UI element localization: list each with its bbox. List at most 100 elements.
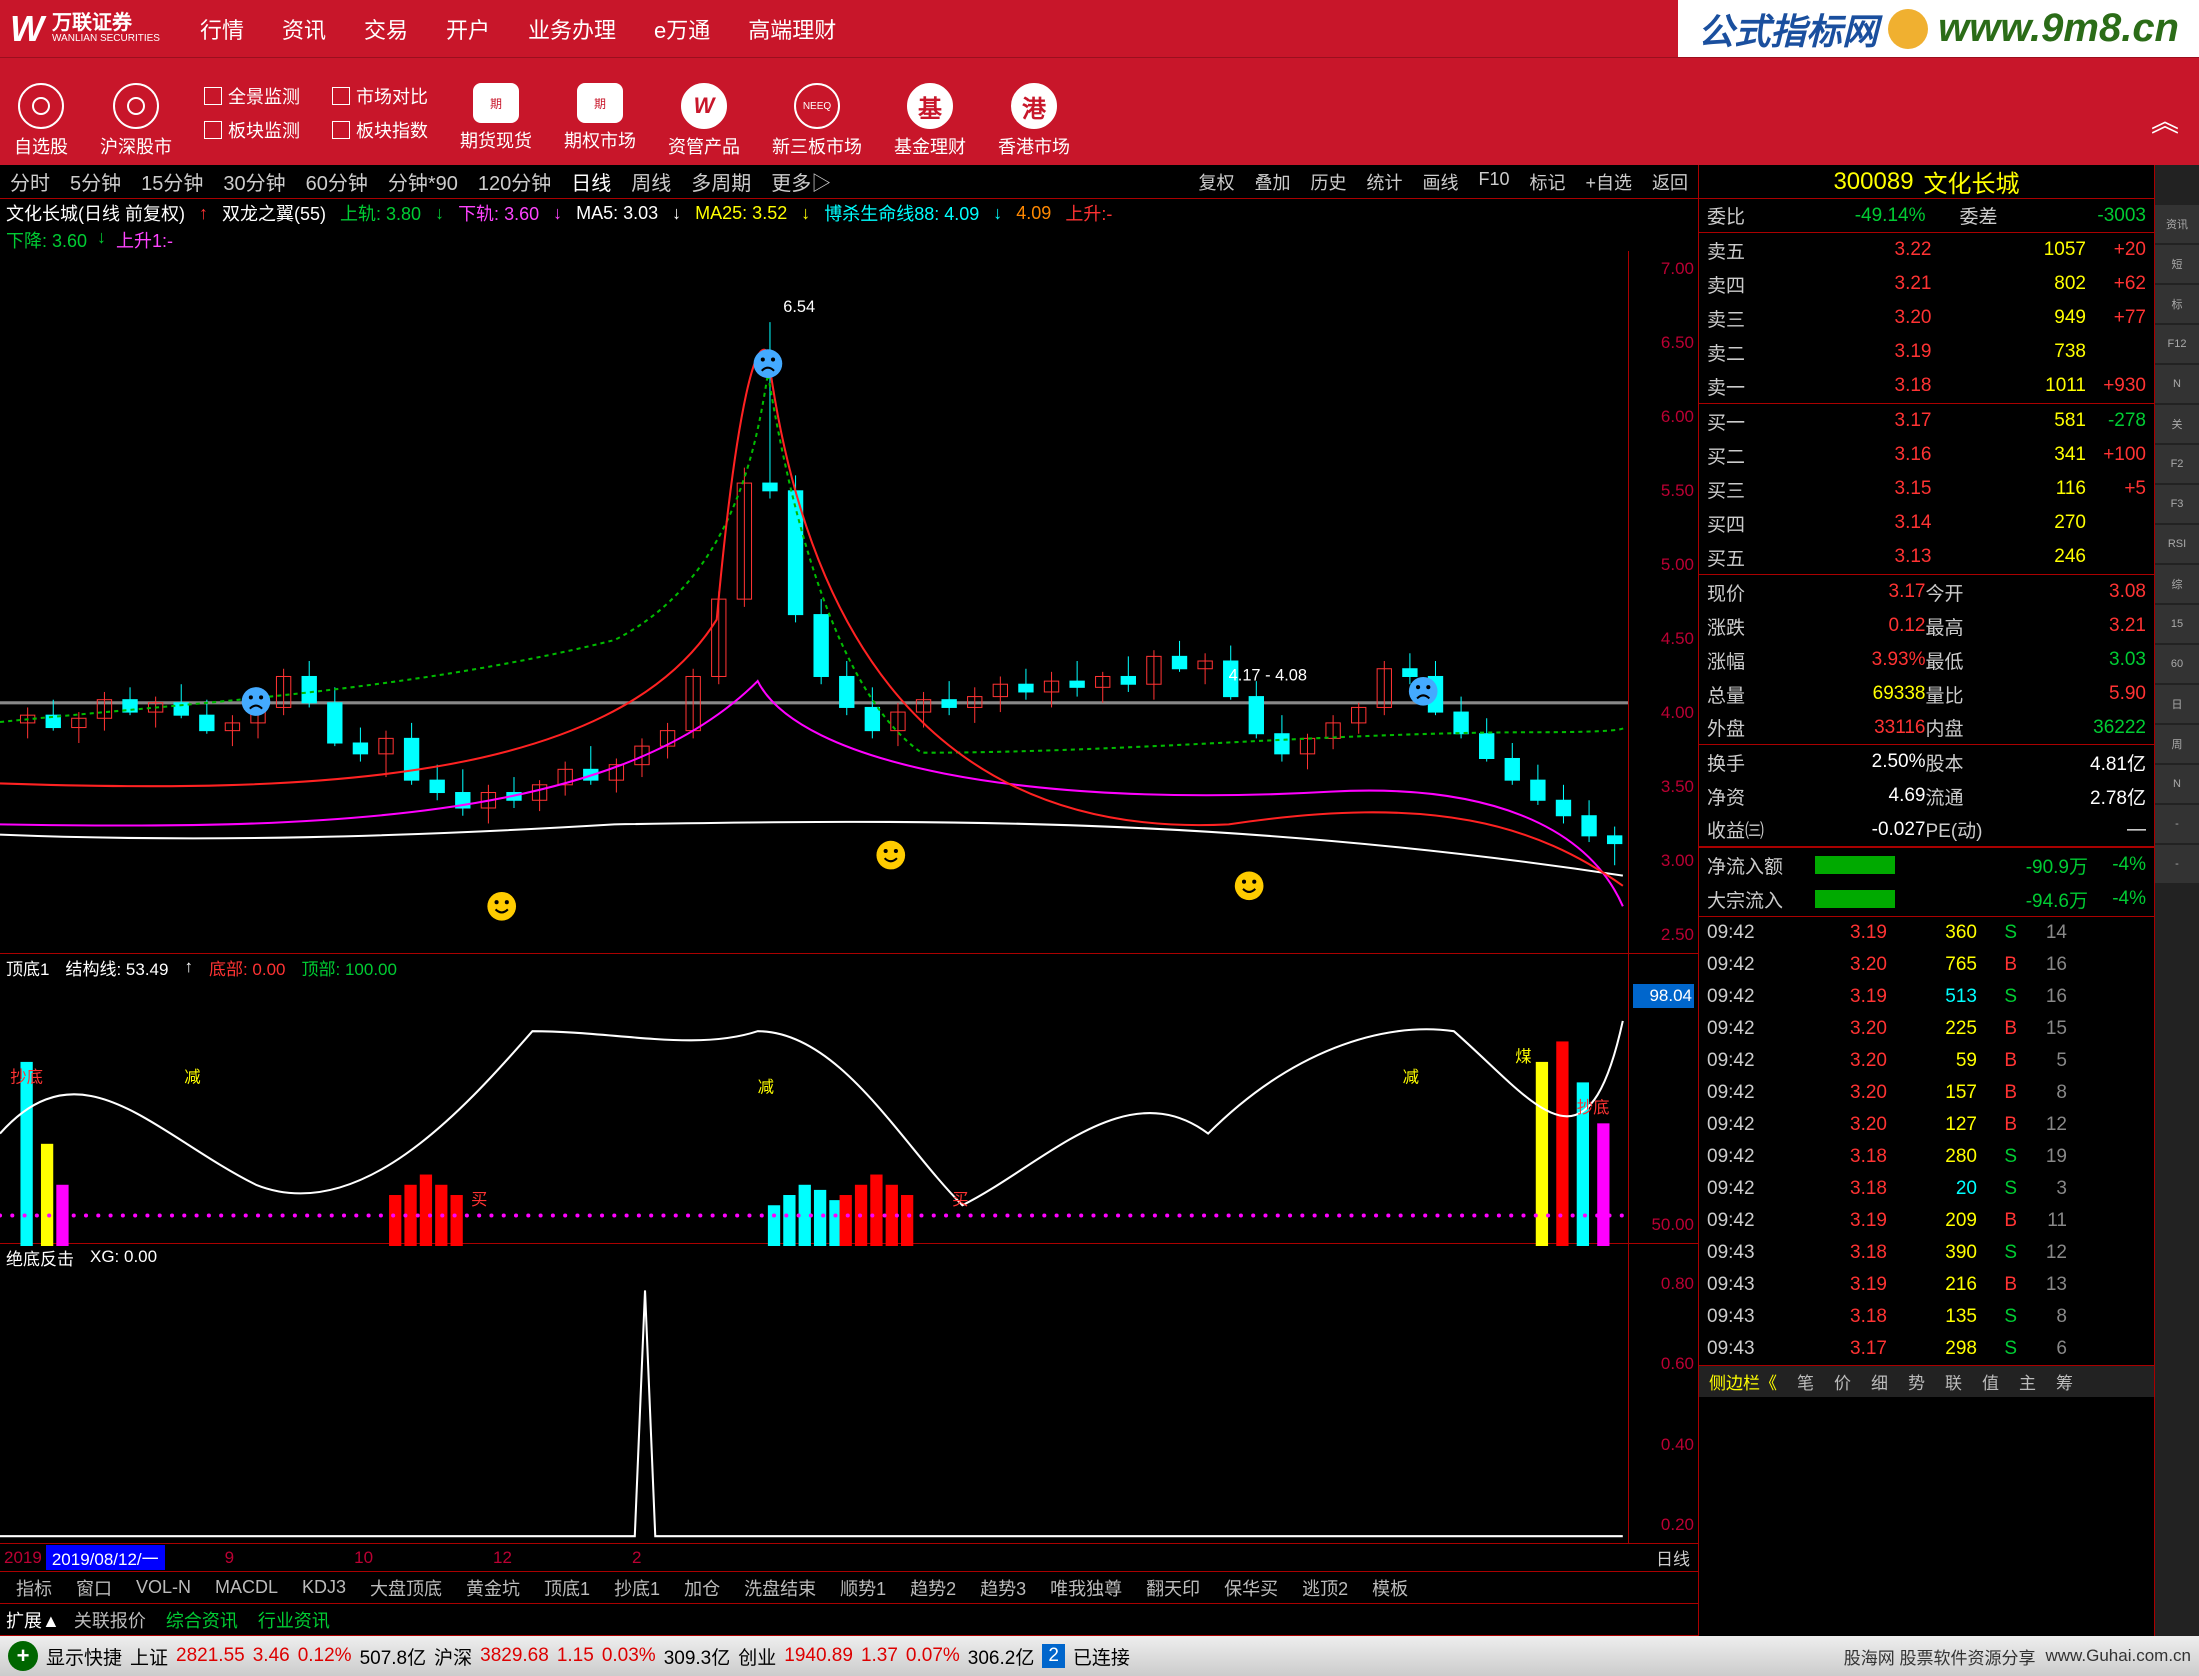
sft-势[interactable]: 势	[1898, 1374, 1935, 1393]
main-chart[interactable]: 7.006.506.005.505.004.504.003.503.002.50…	[0, 251, 1698, 954]
tf-120分钟[interactable]: 120分钟	[468, 167, 561, 196]
tab-趋势2[interactable]: 趋势2	[900, 1573, 966, 1603]
sft-值[interactable]: 值	[1972, 1374, 2009, 1393]
tf-日线[interactable]: 日线	[561, 167, 621, 196]
tf-多周期[interactable]: 多周期	[681, 167, 761, 196]
topnav-行情[interactable]: 行情	[200, 13, 244, 45]
tool-F3[interactable]: F3	[2155, 485, 2199, 523]
tf-5分钟[interactable]: 5分钟	[60, 167, 131, 196]
tb-期权市场[interactable]: 期期权市场	[564, 83, 636, 159]
tab-顶底1[interactable]: 顶底1	[534, 1573, 600, 1603]
tfr-画线[interactable]: 画线	[1412, 169, 1468, 195]
tf-分钟*90[interactable]: 分钟*90	[378, 167, 468, 196]
ind-bs88: 博杀生命线88: 4.09	[824, 200, 979, 226]
tab-唯我独尊[interactable]: 唯我独尊	[1040, 1573, 1132, 1603]
tab-黄金坑[interactable]: 黄金坑	[456, 1573, 530, 1603]
sft-价[interactable]: 价	[1824, 1374, 1861, 1393]
topnav-高端理财[interactable]: 高端理财	[748, 13, 836, 45]
cy-delta: 1.37	[861, 1645, 898, 1667]
topnav-e万通[interactable]: e万通	[654, 13, 710, 45]
sft-笔[interactable]: 笔	[1787, 1374, 1824, 1393]
tab-VOL-N[interactable]: VOL-N	[126, 1575, 201, 1600]
tool--[interactable]: -	[2155, 845, 2199, 883]
sft-细[interactable]: 细	[1861, 1374, 1898, 1393]
tfr-统计[interactable]: 统计	[1356, 169, 1412, 195]
tool-资讯[interactable]: 资讯	[2155, 205, 2199, 243]
tool-标[interactable]: 标	[2155, 285, 2199, 323]
plus-icon[interactable]: +	[8, 1641, 38, 1671]
tb-期货现货[interactable]: 期期货现货	[460, 83, 532, 159]
tf-60分钟[interactable]: 60分钟	[296, 167, 378, 196]
tf-15分钟[interactable]: 15分钟	[131, 167, 213, 196]
tf-更多▷[interactable]: 更多▷	[761, 167, 841, 196]
tfr-返回[interactable]: 返回	[1642, 169, 1698, 195]
tb-板块监测[interactable]: 板块监测	[204, 117, 300, 143]
tab-趋势3[interactable]: 趋势3	[970, 1573, 1036, 1603]
tfr-复权[interactable]: 复权	[1188, 169, 1244, 195]
ob-row: 卖一3.181011+930	[1699, 369, 2154, 403]
sz-value: 3829.68	[480, 1645, 549, 1667]
tab-KDJ3[interactable]: KDJ3	[292, 1575, 356, 1600]
topnav-资讯[interactable]: 资讯	[282, 13, 326, 45]
tfr-+自选[interactable]: +自选	[1575, 169, 1642, 195]
tab-MACDL[interactable]: MACDL	[205, 1575, 288, 1600]
tb-香港市场[interactable]: 港香港市场	[998, 83, 1070, 159]
tool-F12[interactable]: F12	[2155, 325, 2199, 363]
tb-新三板市场[interactable]: NEEQ新三板市场	[772, 83, 862, 159]
sub-chart-2[interactable]: 绝底反击 XG: 0.00 0.800.600.400.20	[0, 1244, 1698, 1544]
tool-周[interactable]: 周	[2155, 725, 2199, 763]
tool-N[interactable]: N	[2155, 365, 2199, 403]
tab-窗口[interactable]: 窗口	[66, 1573, 122, 1603]
svg-text:买: 买	[952, 1191, 968, 1209]
tab-翻天印[interactable]: 翻天印	[1136, 1573, 1210, 1603]
tool-RSI[interactable]: RSI	[2155, 525, 2199, 563]
tb-市场对比[interactable]: 市场对比	[332, 83, 428, 109]
tool-60[interactable]: 60	[2155, 645, 2199, 683]
topnav-开户[interactable]: 开户	[446, 13, 490, 45]
sft-筹[interactable]: 筹	[2046, 1374, 2083, 1393]
topnav-业务办理[interactable]: 业务办理	[528, 13, 616, 45]
tfr-标记[interactable]: 标记	[1519, 169, 1575, 195]
tab-行业资讯[interactable]: 行业资讯	[248, 1609, 340, 1633]
tab-顺势1[interactable]: 顺势1	[830, 1573, 896, 1603]
tab-洗盘结束[interactable]: 洗盘结束	[734, 1573, 826, 1603]
tool-F2[interactable]: F2	[2155, 445, 2199, 483]
topnav-交易[interactable]: 交易	[364, 13, 408, 45]
tb-资管产品[interactable]: W资管产品	[668, 83, 740, 159]
tb-基金理财[interactable]: 基基金理财	[894, 83, 966, 159]
sidebar-label[interactable]: 侧边栏《	[1699, 1369, 1787, 1394]
tab-指标[interactable]: 指标	[6, 1573, 62, 1603]
tab-抄底1[interactable]: 抄底1	[604, 1573, 670, 1603]
tab-关联报价[interactable]: 关联报价	[64, 1609, 156, 1633]
tab-加仓[interactable]: 加仓	[674, 1573, 730, 1603]
tool--[interactable]: -	[2155, 805, 2199, 843]
tool-短[interactable]: 短	[2155, 245, 2199, 283]
tb-板块指数[interactable]: 板块指数	[332, 117, 428, 143]
tool-综[interactable]: 综	[2155, 565, 2199, 603]
tool-关[interactable]: 关	[2155, 405, 2199, 443]
tb-沪深股市[interactable]: 沪深股市	[100, 83, 172, 159]
expand-label[interactable]: 扩展▲	[6, 1607, 60, 1633]
tool-N[interactable]: N	[2155, 765, 2199, 803]
tf-30分钟[interactable]: 30分钟	[213, 167, 295, 196]
tf-周线[interactable]: 周线	[621, 167, 681, 196]
tool-日[interactable]: 日	[2155, 685, 2199, 723]
tfr-F10[interactable]: F10	[1468, 169, 1519, 195]
chevron-up-icon[interactable]: ︽	[2151, 100, 2179, 140]
sub-chart-1[interactable]: 顶底1 结构线: 53.49 底部: 0.00 顶部: 100.00 98.04…	[0, 954, 1698, 1244]
tab-保华买[interactable]: 保华买	[1214, 1573, 1288, 1603]
left-panel: 分时5分钟15分钟30分钟60分钟分钟*90120分钟日线周线多周期更多▷ 复权叠…	[0, 165, 1699, 1636]
tab-综合资讯[interactable]: 综合资讯	[156, 1609, 248, 1633]
tool-15[interactable]: 15	[2155, 605, 2199, 643]
quote-row: 收益㈢-0.027PE(动)—	[1699, 813, 2154, 847]
tb-全景监测[interactable]: 全景监测	[204, 83, 300, 109]
sft-联[interactable]: 联	[1935, 1374, 1972, 1393]
sft-主[interactable]: 主	[2009, 1374, 2046, 1393]
tab-模板[interactable]: 模板	[1362, 1573, 1418, 1603]
tf-分时[interactable]: 分时	[0, 167, 60, 196]
tab-大盘顶底[interactable]: 大盘顶底	[360, 1573, 452, 1603]
tfr-历史[interactable]: 历史	[1300, 169, 1356, 195]
tb-自选股[interactable]: 自选股	[14, 83, 68, 159]
tab-逃顶2[interactable]: 逃顶2	[1292, 1573, 1358, 1603]
tfr-叠加[interactable]: 叠加	[1244, 169, 1300, 195]
